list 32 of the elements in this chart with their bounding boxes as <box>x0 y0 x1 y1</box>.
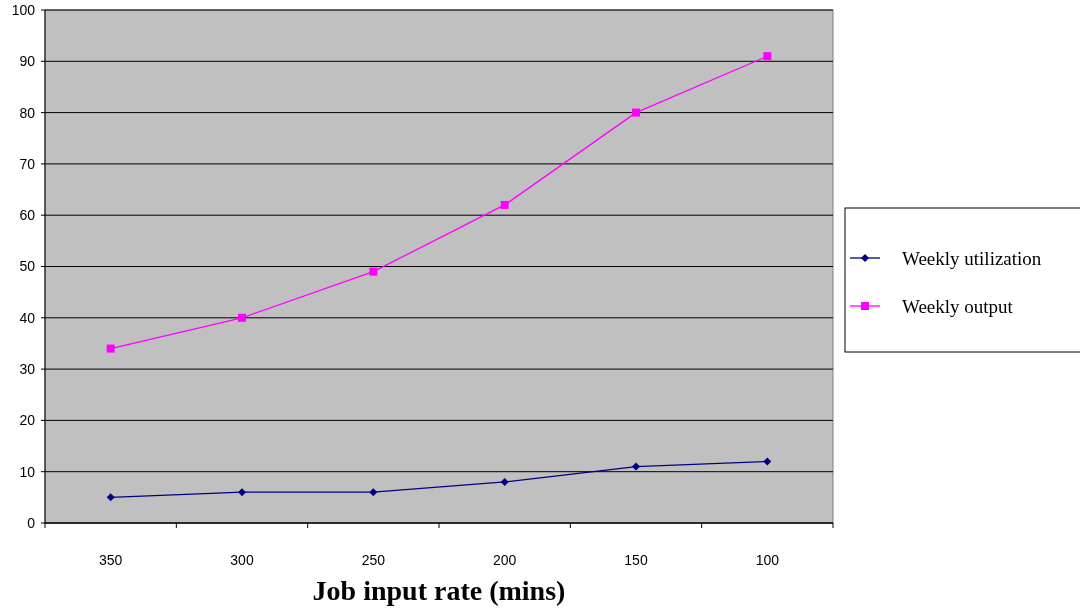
x-tick-label: 150 <box>624 552 648 568</box>
x-tick-label: 250 <box>361 552 386 568</box>
y-tick-label: 80 <box>19 104 36 121</box>
y-tick-label: 10 <box>19 463 36 480</box>
y-tick-label: 70 <box>19 155 36 172</box>
point <box>106 344 115 353</box>
x-tick-label: 200 <box>492 552 517 568</box>
point <box>500 200 509 209</box>
y-tick-label: 100 <box>11 1 36 18</box>
x-axis-title: Job input rate (mins) <box>312 575 566 606</box>
y-tick-label: 40 <box>19 309 36 326</box>
point <box>763 52 772 61</box>
x-tick-label: 100 <box>755 552 780 568</box>
point <box>500 477 509 486</box>
y-tick-label: 30 <box>19 361 36 377</box>
point <box>763 457 772 466</box>
y-tick-label: 90 <box>19 53 36 70</box>
legend-label: Weekly output <box>902 295 1014 317</box>
point <box>238 488 246 497</box>
point <box>632 108 640 117</box>
legend-label: Weekly utilization <box>902 247 1042 269</box>
point <box>238 313 246 322</box>
y-tick-label: 0 <box>27 514 36 531</box>
x-tick-label: 300 <box>230 552 254 568</box>
x-tick-label: 350 <box>98 552 123 568</box>
point <box>632 462 640 471</box>
point <box>106 493 115 502</box>
y-tick-label: 60 <box>19 207 36 224</box>
y-tick-label: 20 <box>19 412 36 429</box>
point <box>369 488 378 497</box>
point <box>369 267 378 276</box>
y-tick-label: 50 <box>19 258 36 275</box>
